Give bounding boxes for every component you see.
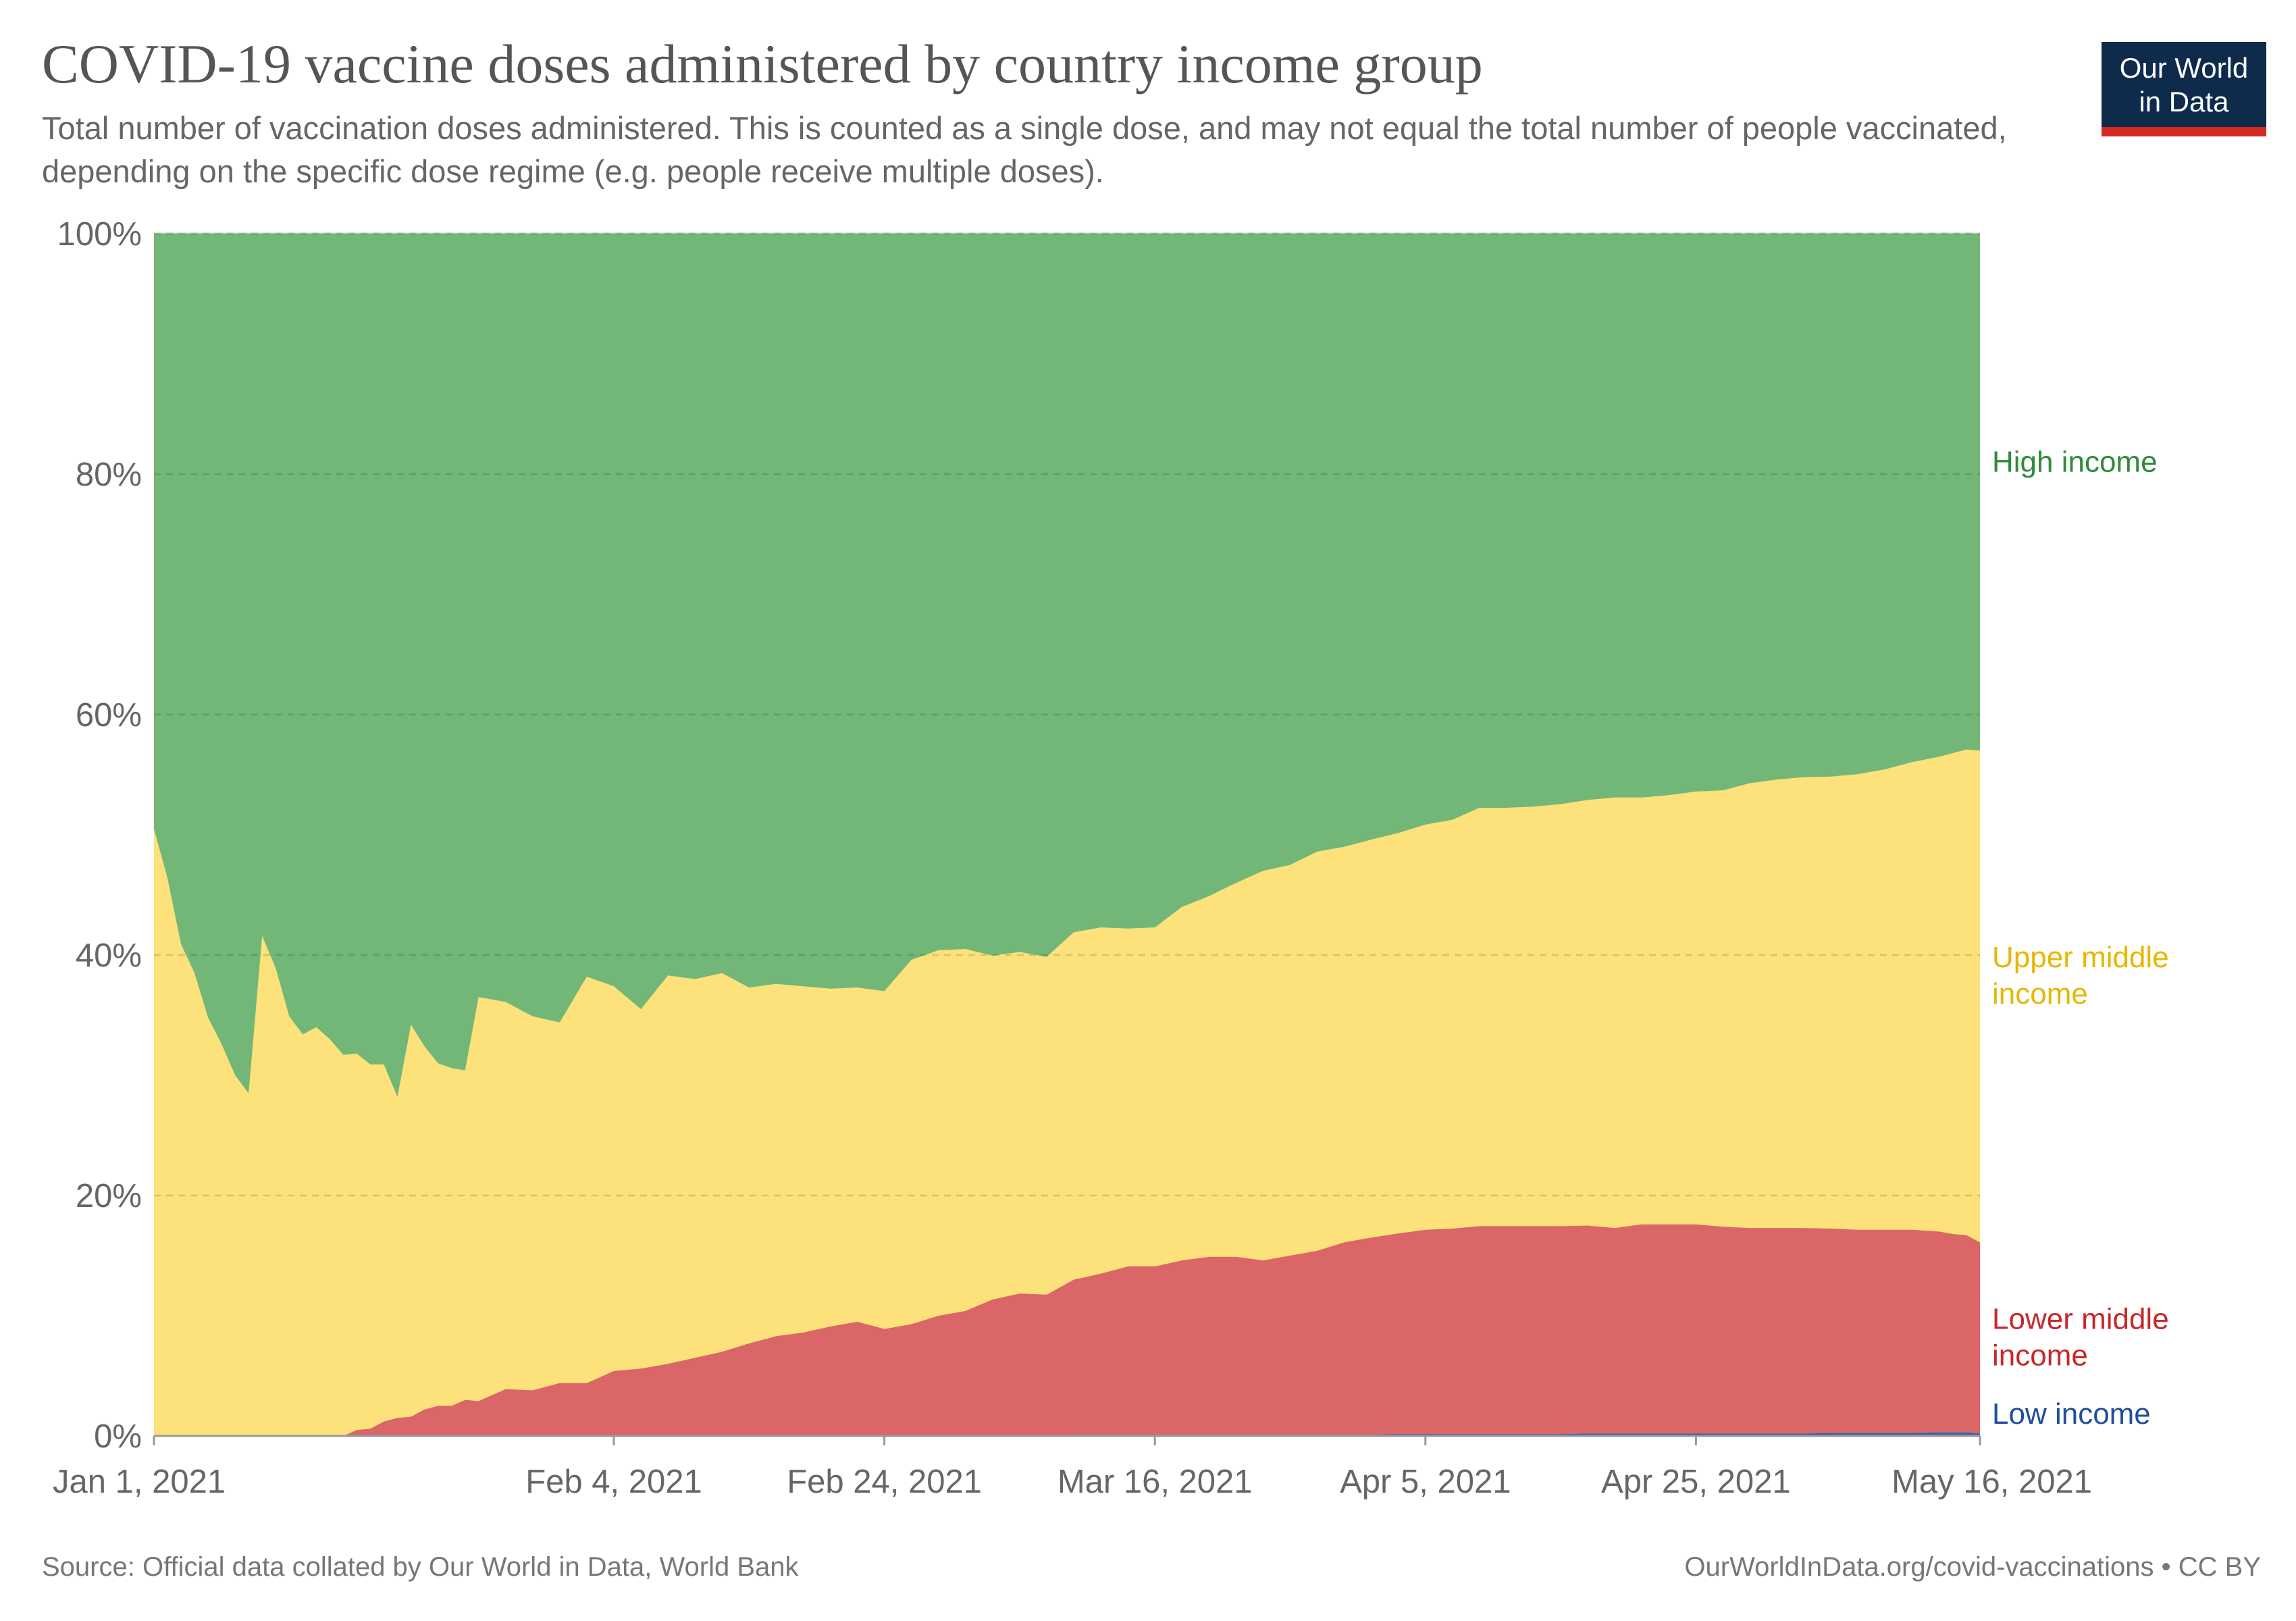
logo-line-1: Our World bbox=[2119, 52, 2249, 84]
chart-subtitle: Total number of vaccination doses admini… bbox=[42, 110, 2007, 189]
license-link[interactable]: OurWorldInData.org/covid-vaccinations • … bbox=[1684, 1552, 2261, 1582]
areas-layer bbox=[153, 232, 1981, 1437]
source-note: Source: Official data collated by Our Wo… bbox=[42, 1552, 799, 1582]
y-tick-label: 0% bbox=[94, 1418, 142, 1455]
series-label-lower-middle-income[interactable]: Lower middle income bbox=[1992, 1303, 2169, 1372]
y-tick-label: 80% bbox=[76, 457, 142, 493]
y-axis: 0% 20% 40% 60% 80% 100% bbox=[57, 216, 142, 1455]
x-tick-label: Mar 16, 2021 bbox=[1058, 1464, 1253, 1500]
x-axis: Jan 1, 2021 Feb 4, 2021 Feb 24, 2021 Mar 16… bbox=[53, 1436, 2092, 1500]
x-tick-label: Feb 4, 2021 bbox=[525, 1464, 702, 1500]
y-tick-label: 20% bbox=[76, 1178, 142, 1214]
area-lower-middle-income[interactable] bbox=[154, 1224, 1980, 1436]
x-tick-label: Jan 1, 2021 bbox=[53, 1464, 226, 1500]
x-tick-label: Apr 25, 2021 bbox=[1601, 1464, 1791, 1500]
chart-title: COVID-19 vaccine doses administered by c… bbox=[42, 33, 1483, 95]
x-tick-label: Apr 5, 2021 bbox=[1340, 1464, 1511, 1500]
logo-line-2: in Data bbox=[2139, 86, 2229, 118]
area-upper-middle-income[interactable] bbox=[154, 749, 1980, 1436]
x-tick-label: Feb 24, 2021 bbox=[787, 1464, 982, 1500]
owid-logo[interactable]: Our World in Data bbox=[2102, 42, 2266, 136]
y-tick-label: 60% bbox=[76, 697, 142, 734]
area-high-income[interactable] bbox=[154, 234, 1980, 1097]
y-tick-label: 40% bbox=[76, 937, 142, 974]
series-label-high-income[interactable]: High income bbox=[1992, 445, 2158, 478]
series-label-upper-middle-income[interactable]: Upper middle income bbox=[1992, 941, 2169, 1010]
series-label-low-income[interactable]: Low income bbox=[1992, 1397, 2151, 1431]
x-tick-label: May 16, 2021 bbox=[1891, 1464, 2092, 1500]
series-labels: High income Upper middle income Lower middl… bbox=[1992, 445, 2169, 1431]
logo-accent-bar bbox=[2102, 127, 2266, 136]
y-tick-label: 100% bbox=[57, 216, 142, 253]
grid-layer bbox=[154, 232, 1980, 1437]
